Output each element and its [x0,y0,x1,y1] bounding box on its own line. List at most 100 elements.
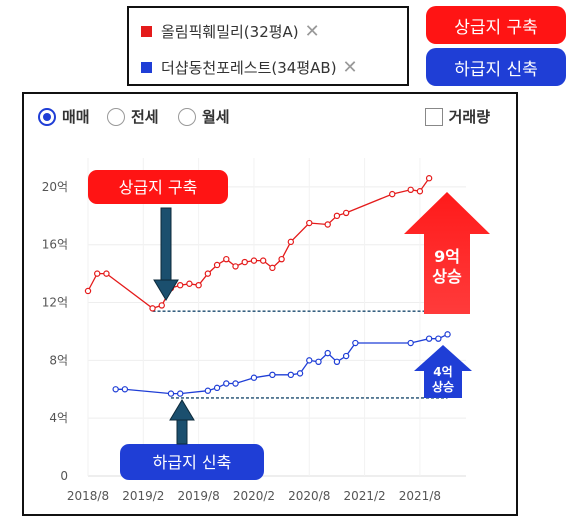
x-tick-label: 2021/8 [399,489,441,503]
data-point-0 [176,282,184,289]
legend-label-olympic: 올림픽훼밀리(32평A) [161,22,299,41]
annotation-old-box [88,170,228,204]
data-point-1 [407,339,414,347]
radio-jeonse[interactable]: 전세 [107,106,159,127]
data-point-0 [278,255,285,263]
data-point-1 [342,352,350,360]
rise-small-arrow [414,345,472,398]
volume-label: 거래량 [448,108,490,126]
data-point-0 [149,305,156,312]
data-point-1 [306,357,313,364]
legend-item-olympic[interactable]: 올림픽훼밀리(32평A) ✕ [141,16,320,46]
badge-old-premium: 상급지 구축 [426,6,566,44]
x-tick-label: 2020/2 [233,489,275,503]
data-point-0 [195,282,202,289]
data-point-0 [158,302,165,309]
rise-small-text: 상승 [432,379,454,394]
data-point-1 [352,339,359,347]
data-point-1 [324,349,331,357]
data-point-1 [425,335,433,342]
data-point-1 [121,386,129,393]
data-point-1 [204,387,212,394]
x-tick-label: 2020/8 [288,489,330,503]
data-point-1 [176,390,184,397]
x-tick-label: 2018/8 [67,489,109,503]
annotation-old-label: 상급지 구축 [119,178,198,197]
data-point-0 [103,270,110,277]
radio-label-wolse: 월세 [202,108,230,126]
arrow-down-head [153,279,179,301]
radio-wolse[interactable]: 월세 [178,106,230,127]
data-point-1 [287,371,295,379]
checkbox-icon [424,107,443,126]
legend-swatch-blue [141,61,152,73]
data-point-1 [333,358,341,366]
data-point-0 [416,188,424,195]
close-icon[interactable]: ✕ [304,20,320,42]
data-point-1 [296,370,304,377]
data-point-0 [204,270,212,277]
volume-checkbox[interactable]: 거래량 [424,106,490,127]
y-tick-label: 4억 [49,411,68,425]
y-tick-label: 8억 [49,353,68,367]
rise-big-text: 상승 [432,267,462,286]
arrow-up-head [169,399,195,421]
rise-small-amount: 4억 [433,365,452,379]
data-point-0 [333,212,341,220]
y-tick-label: 16억 [42,238,68,252]
arrow-down-shaft [160,207,172,281]
legend-swatch-red [141,25,152,37]
data-point-0 [342,209,350,217]
radio-label-jeonse: 전세 [131,108,159,126]
rise-big-amount: 9억 [434,247,460,266]
series-line-1 [115,333,448,395]
data-point-0 [213,261,221,269]
x-tick-label: 2019/8 [178,489,220,503]
data-point-1 [112,386,119,393]
data-point-1 [315,358,322,366]
data-point-0 [232,263,239,270]
y-tick-label: 20억 [42,180,68,194]
x-tick-label: 2021/2 [343,489,385,503]
data-point-0 [407,186,414,193]
y-tick-label: 0 [60,469,68,483]
data-point-1 [223,380,230,387]
data-point-1 [250,374,258,381]
data-point-0 [241,258,248,266]
data-point-0 [287,238,295,246]
annotation-new-box [120,444,264,480]
data-point-0 [259,257,267,264]
data-point-0 [84,287,92,295]
data-point-1 [167,390,175,397]
legend-label-foret: 더샵동천포레스트(34평AB) [161,58,337,77]
x-tick-label: 2019/2 [122,489,164,503]
radio-unselected-icon [107,107,125,126]
badge-new-lower: 하급지 신축 [426,48,566,86]
rise-big-arrow [404,192,490,314]
close-icon[interactable]: ✕ [342,56,358,78]
data-point-0 [186,280,193,287]
data-point-0 [94,270,101,277]
data-point-1 [269,371,276,379]
arrow-up-shaft [176,419,188,445]
data-point-1 [213,384,221,392]
radio-selected-icon [38,107,56,126]
data-point-0 [306,219,313,227]
data-point-1 [232,380,239,387]
data-point-0 [250,257,258,264]
annotation-new-label: 하급지 신축 [153,453,232,472]
data-point-0 [269,264,276,272]
radio-trade[interactable]: 매매 [38,106,90,127]
series-legend: 올림픽훼밀리(32평A) ✕ 더샵동천포레스트(34평AB) ✕ [127,6,409,86]
data-point-1 [444,331,451,338]
legend-item-foret[interactable]: 더샵동천포레스트(34평AB) ✕ [141,52,358,82]
data-point-0 [389,190,396,198]
data-point-0 [223,255,230,263]
data-point-1 [435,335,442,342]
radio-unselected-icon [178,107,196,126]
y-tick-label: 12억 [42,296,68,310]
radio-label-trade: 매매 [62,108,90,126]
data-point-0 [324,221,331,228]
data-point-0 [425,175,433,182]
